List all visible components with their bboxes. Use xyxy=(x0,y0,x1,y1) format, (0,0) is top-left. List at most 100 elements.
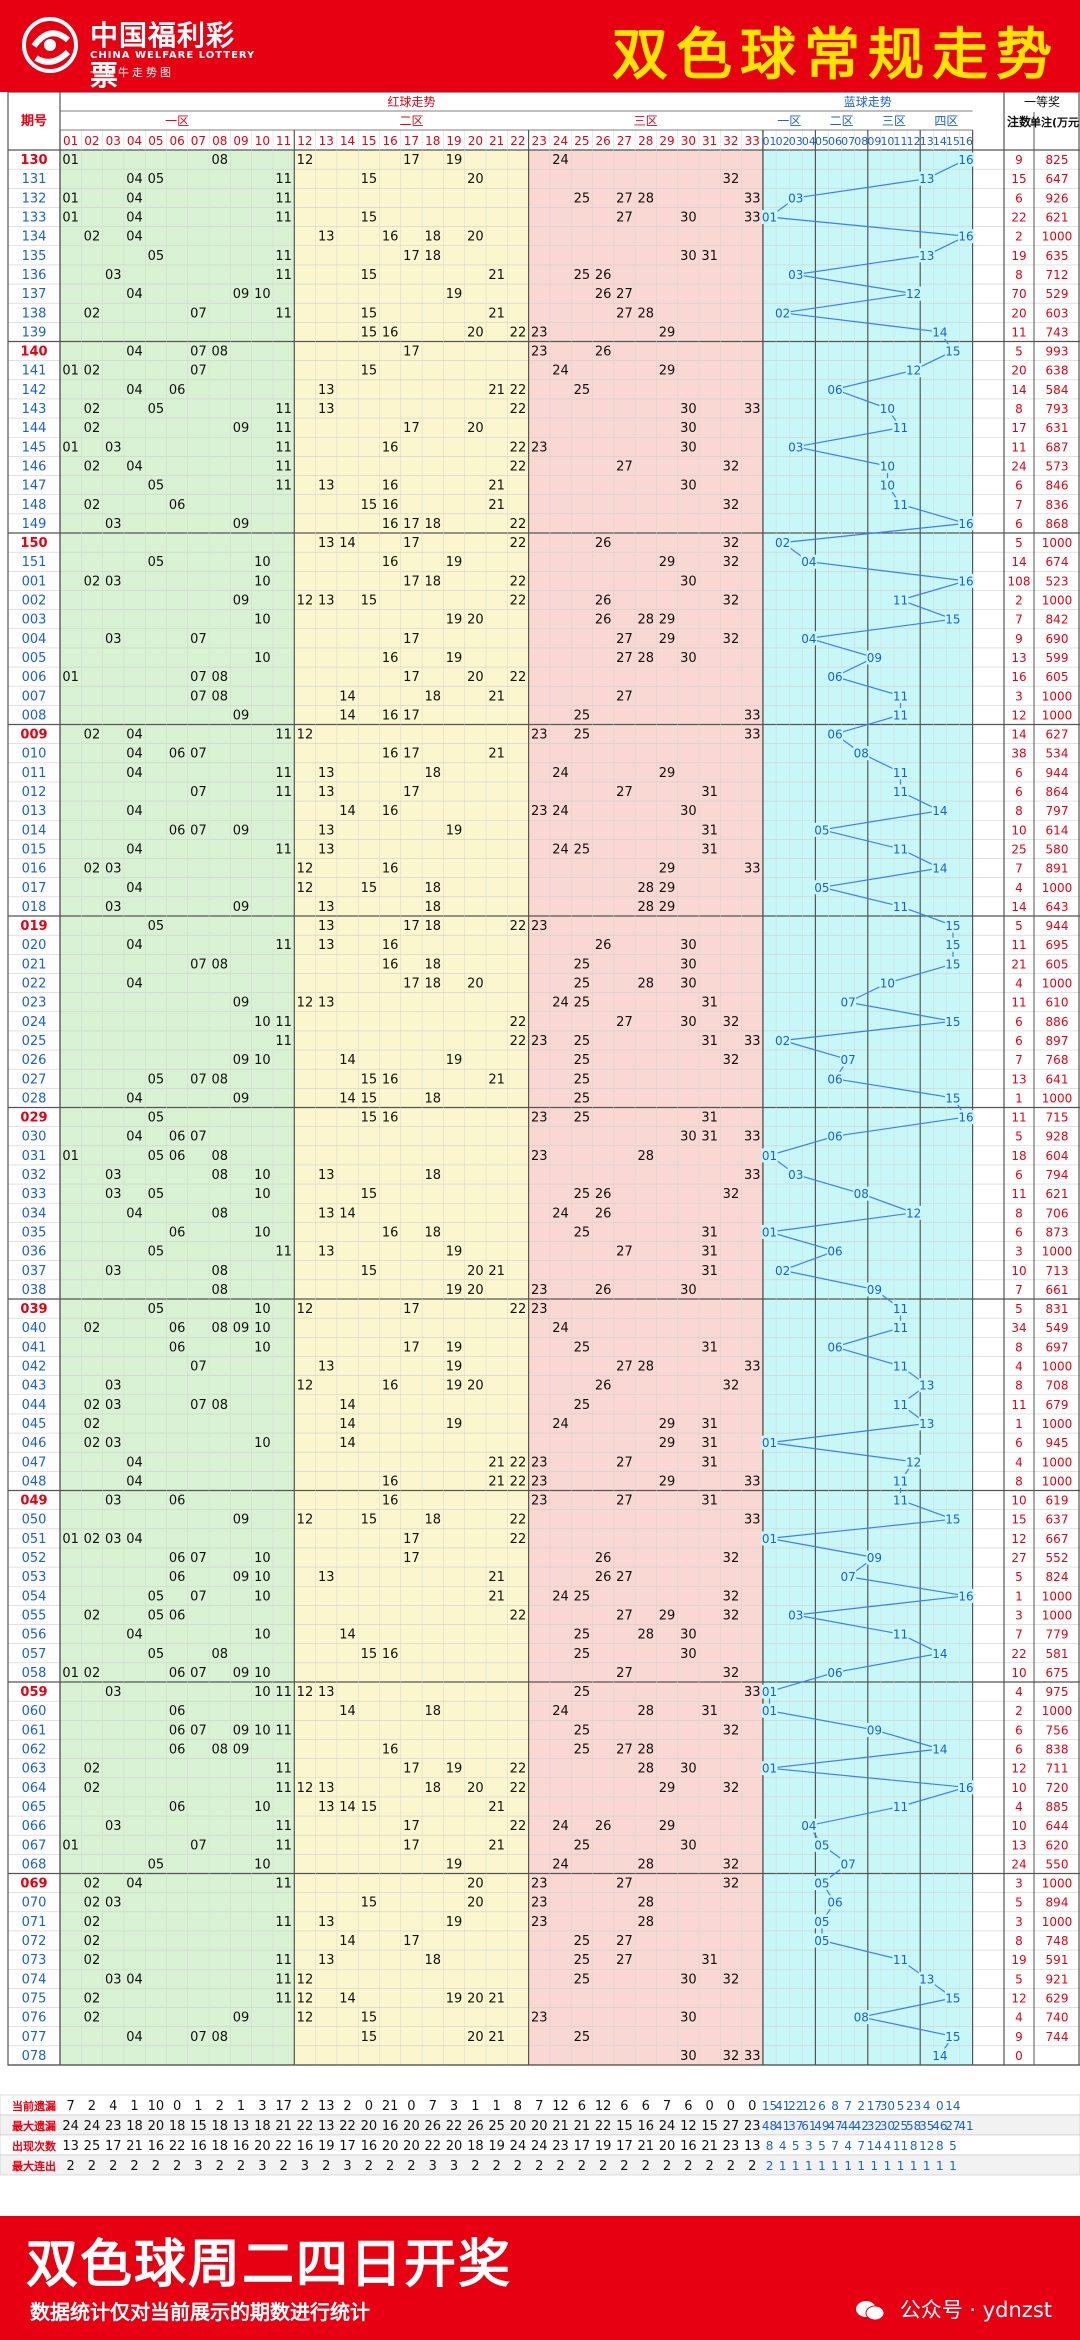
issue-number: 023 xyxy=(22,996,47,1011)
issue-number: 001 xyxy=(22,574,47,589)
prize-count: 38 xyxy=(1011,747,1026,761)
prize-count: 12 xyxy=(1011,1991,1026,2005)
red-ball-number: 31 xyxy=(701,1034,718,1049)
red-ball-number: 32 xyxy=(723,1781,740,1796)
issue-number: 009 xyxy=(20,728,47,743)
prize-count: 8 xyxy=(1015,1206,1023,1220)
red-ball-number: 20 xyxy=(467,2030,484,2045)
red-number-header: 24 xyxy=(553,134,568,148)
blue-ball-number: 16 xyxy=(958,153,973,167)
prize-count: 5 xyxy=(1015,1972,1023,1986)
red-ball-number: 30 xyxy=(680,1838,697,1853)
stat-value: 21 xyxy=(126,2139,143,2154)
blue-number-header: 05 xyxy=(815,135,829,148)
red-ball-number: 25 xyxy=(574,1723,591,1738)
prize-count: 4 xyxy=(1015,1360,1023,1374)
stat-value: 16 xyxy=(637,2119,654,2134)
prize-amount: 695 xyxy=(1046,938,1069,952)
issue-number: 132 xyxy=(22,191,47,206)
blue-ball-number: 07 xyxy=(841,1570,856,1584)
blue-ball-number: 16 xyxy=(958,1589,973,1603)
red-ball-number: 02 xyxy=(84,1896,101,1911)
red-ball-number: 22 xyxy=(510,1781,527,1796)
issue-number: 069 xyxy=(20,1877,47,1892)
prize-amount: 1000 xyxy=(1042,1091,1073,1105)
prize-amount: 713 xyxy=(1046,1264,1069,1278)
red-ball-number: 20 xyxy=(467,1379,484,1394)
stat-value: 2 xyxy=(88,2099,96,2114)
red-ball-number: 04 xyxy=(126,1877,143,1892)
red-ball-number: 30 xyxy=(680,957,697,972)
issue-number: 058 xyxy=(22,1666,47,1681)
red-ball-number: 33 xyxy=(744,1513,761,1528)
prize-count: 14 xyxy=(1011,728,1026,742)
red-ball-number: 20 xyxy=(467,1896,484,1911)
issue-number: 005 xyxy=(22,651,47,666)
red-ball-number: 16 xyxy=(382,517,399,532)
blue-ball-number: 11 xyxy=(893,708,908,722)
blue-ball-marker xyxy=(827,1665,844,1680)
red-ball-number: 04 xyxy=(126,287,143,302)
red-ball-number: 32 xyxy=(723,632,740,647)
red-ball-number: 30 xyxy=(680,1283,697,1298)
prize-amount: 842 xyxy=(1046,613,1069,627)
prize-amount: 748 xyxy=(1046,1934,1069,1948)
stat-value: 2 xyxy=(216,2159,224,2174)
red-ball-number: 33 xyxy=(744,191,761,206)
blue-number-header: 11 xyxy=(894,135,908,148)
issue-number: 008 xyxy=(22,708,47,723)
red-ball-number: 11 xyxy=(275,268,292,283)
red-ball-number: 11 xyxy=(275,440,292,455)
red-number-header: 05 xyxy=(148,134,163,148)
prize-count: 5 xyxy=(1015,919,1023,933)
red-ball-number: 07 xyxy=(190,689,207,704)
blue-ball-number: 05 xyxy=(814,881,829,895)
red-ball-number: 17 xyxy=(403,785,420,800)
red-ball-number: 02 xyxy=(84,459,101,474)
red-ball-number: 25 xyxy=(574,957,591,972)
red-ball-number: 13 xyxy=(318,402,335,417)
red-ball-number: 14 xyxy=(339,1934,356,1949)
prize-count: 5 xyxy=(1015,1570,1023,1584)
stat-value: 1 xyxy=(923,2159,931,2173)
blue-ball-number: 15 xyxy=(945,938,960,952)
red-ball-number: 14 xyxy=(339,1704,356,1719)
prize-amount: 793 xyxy=(1046,402,1069,416)
red-ball-number: 16 xyxy=(382,1111,399,1126)
prize-count: 14 xyxy=(1011,900,1026,914)
blue-ball-marker xyxy=(866,650,883,665)
red-ball-number: 27 xyxy=(616,1015,633,1030)
blue-ball-number: 15 xyxy=(945,1015,960,1029)
red-ball-number: 18 xyxy=(424,1168,441,1183)
red-number-header: 32 xyxy=(723,134,738,148)
red-ball-number: 13 xyxy=(318,1953,335,1968)
red-ball-number: 23 xyxy=(531,325,548,340)
prize-amount: 599 xyxy=(1046,651,1069,665)
stat-value: 18 xyxy=(254,2119,271,2134)
stat-value: 22 xyxy=(446,2119,463,2134)
red-ball-number: 11 xyxy=(275,1877,292,1892)
blue-ball-number: 03 xyxy=(788,268,803,282)
prize-amount: 605 xyxy=(1046,957,1069,971)
red-ball-number: 20 xyxy=(467,670,484,685)
prize-count: 24 xyxy=(1011,1857,1026,1871)
issue-number: 066 xyxy=(22,1819,47,1834)
stat-value: 5 xyxy=(897,2099,905,2113)
red-number-header: 18 xyxy=(425,134,440,148)
prize-amount: 706 xyxy=(1046,1206,1069,1220)
red-ball-number: 13 xyxy=(318,842,335,857)
prize-count: 8 xyxy=(1015,1474,1023,1488)
page-title: 双色球常规走势 xyxy=(612,22,1060,88)
issue-number: 033 xyxy=(22,1187,47,1202)
stat-value: 16 xyxy=(148,2139,165,2154)
red-ball-number: 12 xyxy=(297,996,314,1011)
stat-value: 2 xyxy=(343,2099,351,2114)
prize-count: 5 xyxy=(1015,536,1023,550)
red-ball-number: 25 xyxy=(574,1111,591,1126)
red-ball-number: 31 xyxy=(701,1494,718,1509)
prize-amount: 550 xyxy=(1046,1857,1069,1871)
logo-slogan: 一定牛走势图 xyxy=(90,66,174,79)
stat-value: 8 xyxy=(514,2099,522,2114)
stat-value: 23 xyxy=(906,2099,921,2113)
blue-ball-marker xyxy=(866,1282,883,1297)
